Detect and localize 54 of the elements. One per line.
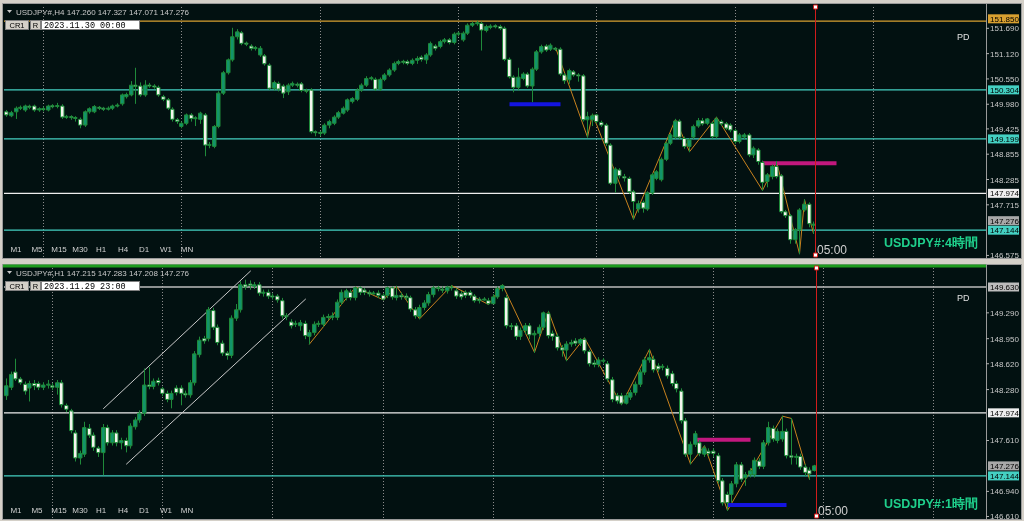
y-tick-label: 149.425 (990, 124, 1020, 134)
y-tick-label: 148.855 (990, 150, 1020, 160)
annotation: M30 (72, 506, 89, 515)
annotation: M5 (31, 506, 44, 515)
annotation: M1 (10, 506, 23, 515)
chart-title: USDJPY#,H1 147.215 147.283 147.208 147.276 (16, 268, 190, 278)
ref-line-label: 147.144 (990, 471, 1020, 481)
y-tick-label: 146.610 (990, 512, 1020, 521)
annotation: H1 (95, 506, 107, 515)
ref-line-label: 147.974 (990, 189, 1020, 199)
annotation: W1 (160, 506, 173, 515)
y-tick-label: 147.715 (990, 200, 1020, 210)
ref-line-label: 147.144 (990, 226, 1020, 236)
annotation: 2023.11.30 00:00 (44, 21, 126, 31)
y-tick-label: 151.120 (990, 49, 1020, 59)
annotation: M1 (10, 245, 23, 254)
y-tick-label: 151.690 (990, 24, 1020, 34)
annotation: USDJPY#:4時間 (883, 236, 978, 250)
y-tick-label: 146.940 (990, 487, 1020, 497)
annotation: M30 (72, 245, 89, 254)
annotation: 05:00 (818, 504, 849, 518)
text: 147.276 (990, 461, 1020, 471)
annotation: 05:00 (817, 243, 848, 257)
annotation: D1 (138, 245, 150, 254)
y-tick-label: 146.575 (990, 251, 1020, 261)
text: 147.276 (990, 216, 1020, 226)
y-tick-label: 147.610 (990, 436, 1020, 446)
y-tick-label: 150.550 (990, 74, 1020, 84)
chart-title: USDJPY#,H4 147.260 147.327 147.071 147.276 (16, 7, 190, 17)
ref-line-label: 149.630 (990, 283, 1020, 292)
annotation: M15 (51, 506, 68, 515)
annotation: H4 (117, 506, 129, 515)
y-tick-label: 149.290 (990, 308, 1020, 318)
annotation: W1 (160, 245, 173, 254)
annotation: M15 (51, 245, 68, 254)
annotation: M5 (31, 245, 44, 254)
annotation: 2023.11.29 23:00 (44, 282, 126, 292)
annotation: PD (957, 293, 970, 303)
y-tick-label: 148.285 (990, 175, 1020, 185)
annotation: PD (957, 32, 970, 42)
annotation: MN (180, 506, 194, 515)
y-tick-label: 148.280 (990, 385, 1020, 395)
ref-line-label: 150.304 (990, 85, 1020, 95)
annotation: MN (180, 245, 194, 254)
annotation: USDJPY#:1時間 (883, 497, 978, 511)
ref-line-label: 147.974 (990, 408, 1020, 418)
ref-line-label: 149.199 (990, 134, 1020, 144)
y-tick-label: 148.950 (990, 334, 1020, 344)
ref-line-label: 151.850 (990, 14, 1020, 24)
annotation: D1 (138, 506, 150, 515)
y-tick-label: 148.620 (990, 359, 1020, 369)
annotation: H4 (117, 245, 129, 254)
y-tick-label: 149.980 (990, 100, 1020, 110)
annotation: H1 (95, 245, 107, 254)
